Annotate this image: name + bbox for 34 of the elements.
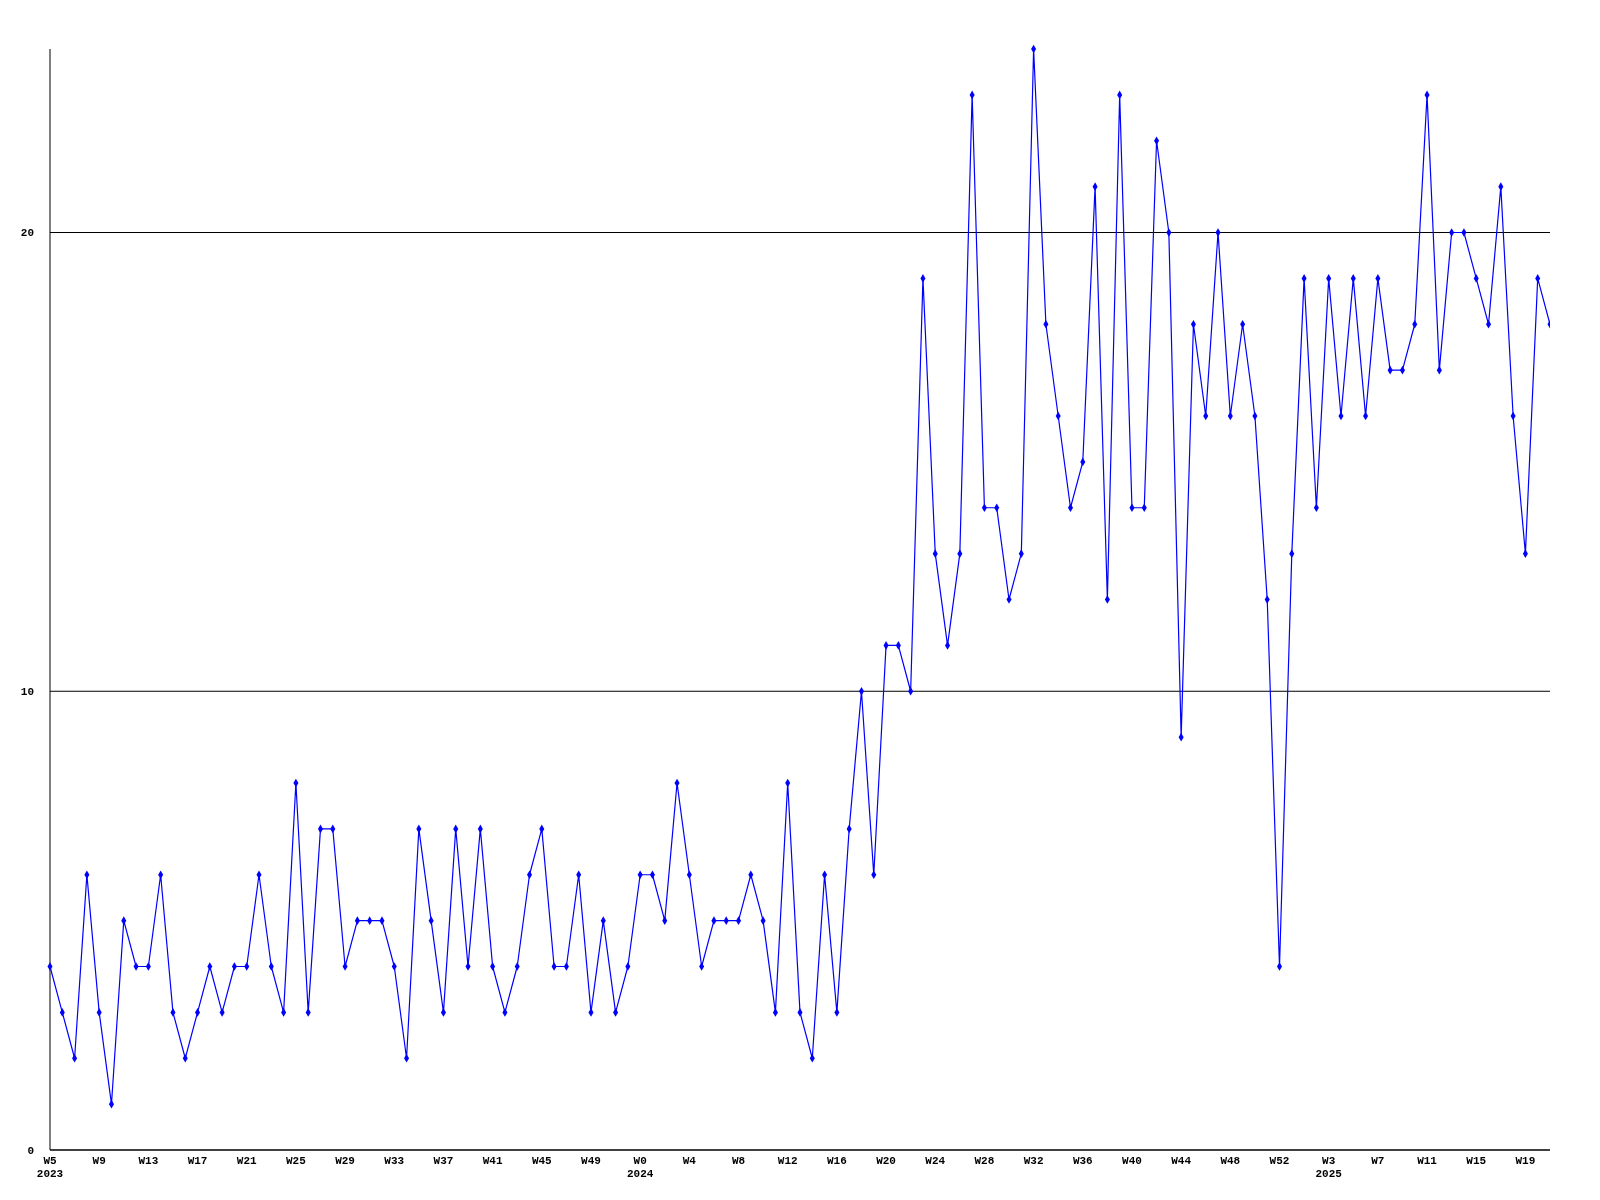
x-tick-label: W9 [92, 1155, 106, 1167]
x-tick-label: W44 [1171, 1155, 1192, 1167]
x-tick-label: W12 [777, 1155, 798, 1167]
x-tick-label: W20 [876, 1155, 896, 1167]
x-tick-label: W25 [286, 1155, 307, 1167]
x-tick-label: W11 [1417, 1155, 1438, 1167]
x-tick-label: W7 [1371, 1155, 1385, 1167]
x-tick-label: W52 [1269, 1155, 1290, 1167]
x-tick-label: W15 [1466, 1155, 1487, 1167]
x-tick-label: W41 [482, 1155, 503, 1167]
x-tick-label: W45 [531, 1155, 553, 1167]
x-tick-label: W32 [1023, 1155, 1044, 1167]
x-tick-label: W48 [1220, 1155, 1241, 1167]
y-tick-label: 20 [20, 227, 34, 240]
y-tick-label: 10 [20, 686, 34, 699]
x-tick-label: W4 [682, 1155, 697, 1167]
x-tick-label: W13 [138, 1155, 159, 1167]
y-tick-label: 0 [27, 1144, 34, 1157]
x-tick-label: W17 [187, 1155, 208, 1167]
x-tick-label: W33 [384, 1155, 405, 1167]
x-tick-label: W19 [1515, 1155, 1536, 1167]
x-tick-label: W28 [974, 1155, 995, 1167]
x-tick-label: W36 [1072, 1155, 1093, 1167]
x-tick-label: W37 [433, 1155, 454, 1167]
x-tick-label: W40 [1122, 1155, 1142, 1167]
x-tick-label: W8 [731, 1155, 746, 1167]
x-tick-label: W5 2023 [36, 1155, 64, 1180]
x-tick-label: W16 [826, 1155, 847, 1167]
x-tick-label: W24 [925, 1155, 946, 1167]
x-tick-label: W29 [335, 1155, 355, 1167]
x-tick-label: W3 2025 [1315, 1155, 1343, 1180]
x-tick-label: W21 [236, 1155, 258, 1167]
x-tick-label: W0 2024 [626, 1155, 654, 1180]
x-tick-label: W49 [581, 1155, 601, 1167]
